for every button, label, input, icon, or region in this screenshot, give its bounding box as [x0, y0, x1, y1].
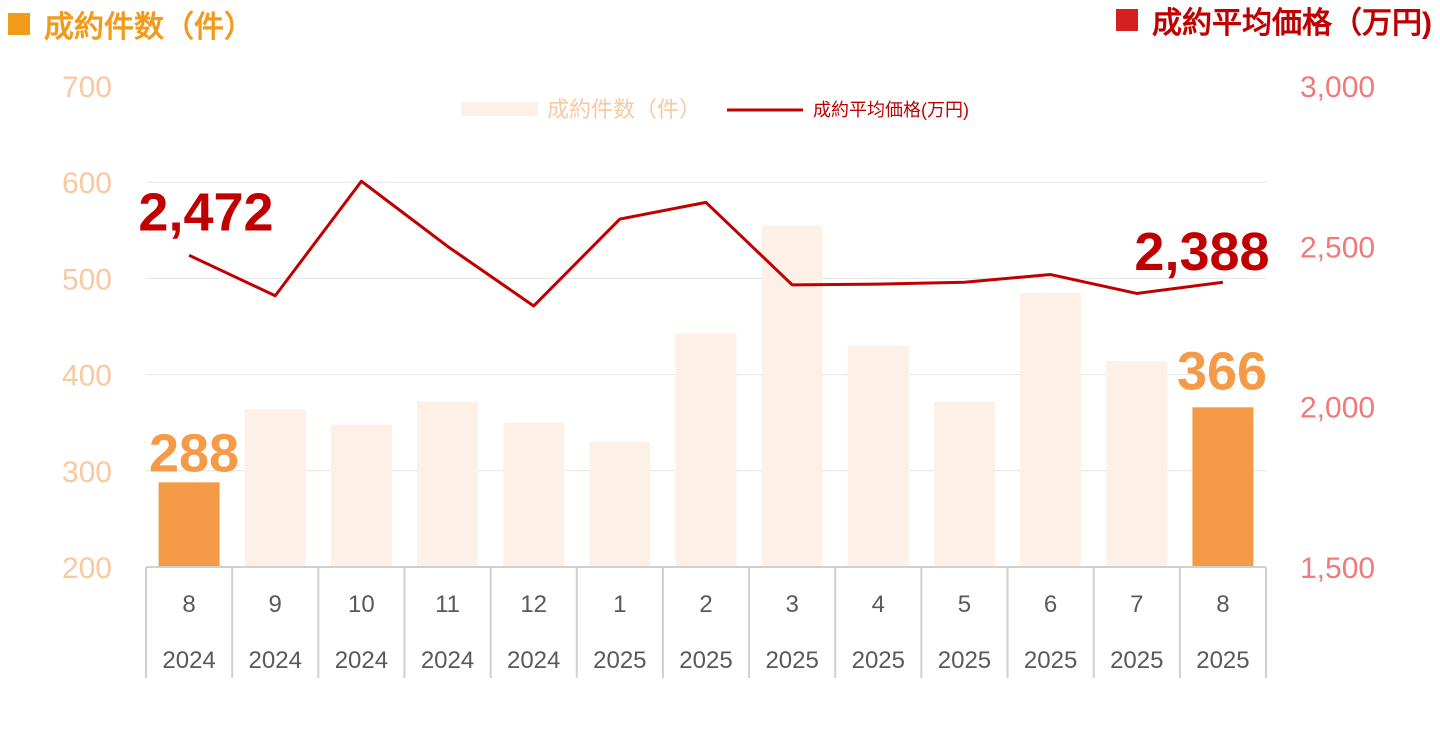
bar [933, 401, 995, 567]
x-tick-year: 2025 [852, 647, 905, 674]
x-tick-year: 2025 [1196, 647, 1249, 674]
bar [330, 424, 392, 567]
y-left-tick: 400 [62, 360, 112, 393]
legend: 成約件数（件） 成約平均価格(万円) [461, 97, 969, 122]
x-tick-year: 2024 [162, 647, 215, 674]
x-tick-year: 2024 [249, 647, 302, 674]
y-left-tick: 200 [62, 552, 112, 585]
x-tick-month: 12 [520, 591, 547, 618]
data-label-last-count: 366 [1177, 341, 1267, 401]
bar [417, 401, 479, 567]
bar-series [158, 225, 1254, 568]
y-right-tick: 2,500 [1300, 231, 1375, 264]
x-tick-year: 2025 [765, 647, 818, 674]
x-tick-month: 8 [182, 591, 195, 618]
square-bullet-icon [1116, 9, 1138, 31]
data-label-first-count: 288 [149, 423, 239, 483]
y-right-tick: 2,000 [1300, 392, 1375, 425]
x-tick-month: 7 [1130, 591, 1143, 618]
y-left-tick: 300 [62, 456, 112, 489]
data-label-last-price: 2,388 [1134, 222, 1269, 282]
x-tick-month: 1 [613, 591, 626, 618]
y-axis-left: 200 300 400 500 600 700 [62, 71, 112, 585]
x-tick-month: 5 [958, 591, 971, 618]
left-axis-title-text: 成約件数（件） [44, 11, 254, 44]
bar [847, 345, 909, 567]
legend-bar-label: 成約件数（件） [547, 97, 701, 122]
y-left-tick: 700 [62, 71, 112, 104]
x-tick-year: 2024 [507, 647, 560, 674]
x-tick-month: 9 [269, 591, 282, 618]
data-label-first-price: 2,472 [138, 182, 273, 242]
line-series [188, 179, 1224, 308]
bar [1020, 292, 1082, 567]
x-tick-month: 4 [872, 591, 885, 618]
right-axis-title: 成約平均価格（万円) [1116, 0, 1432, 40]
y-axis-right: 1,500 2,000 2,500 3,000 [1300, 71, 1375, 585]
bar-highlight [1192, 407, 1254, 567]
x-tick-year: 2024 [335, 647, 388, 674]
bar-highlight [158, 482, 220, 567]
x-tick-month: 2 [699, 591, 712, 618]
bar [244, 409, 306, 567]
x-tick-year: 2025 [1024, 647, 1077, 674]
legend-bar-swatch [461, 102, 538, 116]
x-tick-year: 2024 [421, 647, 474, 674]
bar [761, 225, 823, 568]
y-right-tick: 1,500 [1300, 552, 1375, 585]
bar [589, 441, 651, 567]
x-tick-month: 6 [1044, 591, 1057, 618]
x-tick-month: 11 [435, 591, 460, 618]
y-left-tick: 500 [62, 263, 112, 296]
x-tick-year: 2025 [593, 647, 646, 674]
annotations: 2,472 2,388 288 366 [138, 182, 1269, 483]
bar [675, 333, 737, 567]
x-tick-month: 10 [348, 591, 375, 618]
y-left-tick: 600 [62, 167, 112, 200]
x-tick-year: 2025 [679, 647, 732, 674]
bar [503, 422, 565, 567]
x-tick-year: 2025 [938, 647, 991, 674]
price-line [188, 179, 1224, 308]
left-axis-title: 成約件数（件） [8, 4, 254, 44]
y-right-tick: 3,000 [1300, 71, 1375, 104]
x-axis: 8 2024 9 2024 10 2024 11 2024 12 2024 1 2025 2 2025 3 2… [145, 566, 1267, 678]
legend-line-label: 成約平均価格(万円) [813, 100, 969, 120]
right-axis-title-text: 成約平均価格（万円) [1152, 7, 1432, 40]
x-tick-month: 3 [785, 591, 798, 618]
square-bullet-icon [8, 13, 30, 35]
x-tick-month: 8 [1216, 591, 1229, 618]
x-tick-year: 2025 [1110, 647, 1163, 674]
bar [1106, 361, 1168, 567]
